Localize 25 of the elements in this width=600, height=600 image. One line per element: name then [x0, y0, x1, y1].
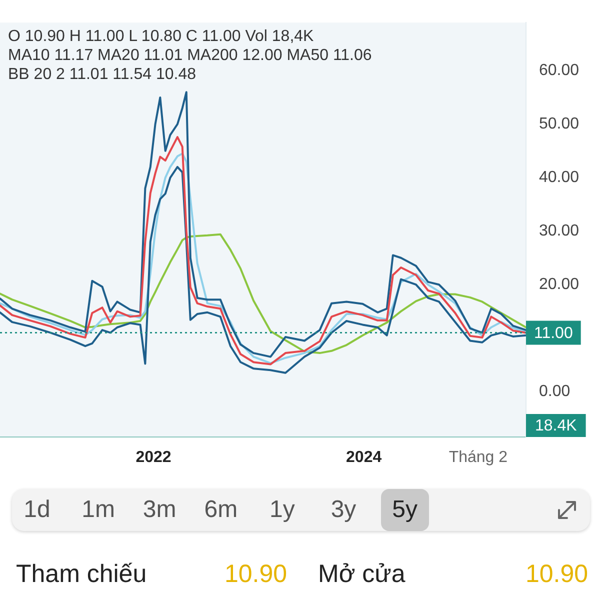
ref-line-label: 11.00	[534, 325, 573, 342]
y-tick-label: 60.00	[539, 62, 580, 80]
text: 18.4K	[535, 417, 578, 434]
text: 6m	[203, 495, 239, 525]
annotation: O 10.90 H 11.00 L 10.80 C 11.00 Vol 18,4K	[8, 27, 315, 46]
text: 5y	[380, 489, 429, 531]
text: 3m	[142, 495, 178, 525]
annotation: MA10 11.17 MA20 11.01 MA200 12.00 MA50 11.06	[8, 46, 372, 65]
y-tick-label: 50.00	[539, 116, 580, 133]
y-tick-label: 20.00	[539, 276, 580, 294]
x-tick-label: 2022	[136, 449, 172, 466]
text: Mở cửa	[318, 559, 406, 590]
text: 1d	[22, 495, 52, 525]
x-tick-label: 2024	[346, 449, 382, 466]
text: 10.90	[224, 559, 287, 590]
x-tick-label: Tháng 2	[448, 449, 508, 466]
text: 10.90	[525, 559, 588, 590]
text: 1y	[268, 495, 296, 525]
text: 1m	[80, 495, 116, 525]
text: Tham chiếu	[16, 559, 147, 590]
y-tick-label: 0.00	[539, 382, 570, 400]
annotation: BB 20 2 11.01 11.54 10.48	[8, 65, 198, 84]
y-tick-label: 40.00	[539, 169, 580, 186]
y-tick-label: 30.00	[539, 222, 580, 240]
text: 3y	[330, 495, 358, 525]
